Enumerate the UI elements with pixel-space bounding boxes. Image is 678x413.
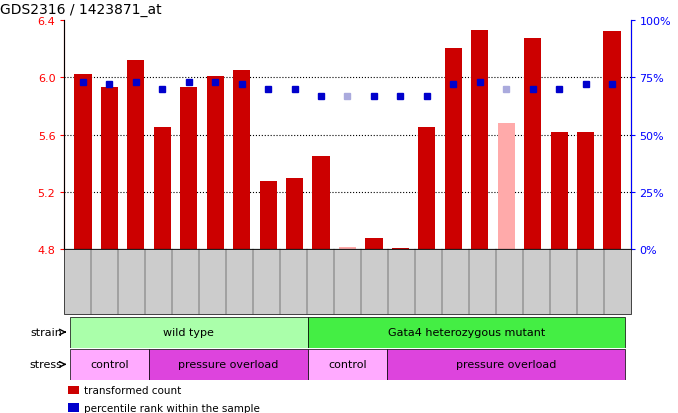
Text: strain: strain xyxy=(31,327,62,337)
Bar xyxy=(308,349,387,380)
Bar xyxy=(70,317,308,348)
Bar xyxy=(365,238,382,250)
Text: stress: stress xyxy=(30,359,62,370)
Bar xyxy=(233,71,250,250)
Bar xyxy=(154,128,171,250)
Bar xyxy=(286,178,303,250)
Bar xyxy=(180,88,197,250)
Bar xyxy=(387,349,625,380)
Bar xyxy=(207,76,224,250)
Bar xyxy=(101,88,118,250)
Bar xyxy=(445,49,462,250)
Bar xyxy=(498,124,515,250)
Text: pressure overload: pressure overload xyxy=(178,359,279,370)
Bar xyxy=(551,133,567,250)
Bar xyxy=(603,32,620,250)
Bar xyxy=(260,181,277,250)
Text: percentile rank within the sample: percentile rank within the sample xyxy=(84,403,260,413)
Bar xyxy=(392,249,409,250)
Bar xyxy=(418,128,435,250)
Text: Gata4 heterozygous mutant: Gata4 heterozygous mutant xyxy=(388,327,545,337)
Bar xyxy=(75,75,92,250)
Text: control: control xyxy=(328,359,367,370)
Bar xyxy=(313,157,330,250)
Text: control: control xyxy=(90,359,129,370)
Bar xyxy=(524,39,541,250)
Bar xyxy=(471,31,488,250)
Bar xyxy=(127,61,144,250)
Text: transformed count: transformed count xyxy=(84,385,181,395)
Bar xyxy=(70,349,149,380)
Text: GDS2316 / 1423871_at: GDS2316 / 1423871_at xyxy=(0,3,161,17)
Bar xyxy=(577,133,594,250)
Text: wild type: wild type xyxy=(163,327,214,337)
Bar xyxy=(149,349,308,380)
Text: pressure overload: pressure overload xyxy=(456,359,557,370)
Bar xyxy=(308,317,625,348)
Bar xyxy=(339,247,356,250)
